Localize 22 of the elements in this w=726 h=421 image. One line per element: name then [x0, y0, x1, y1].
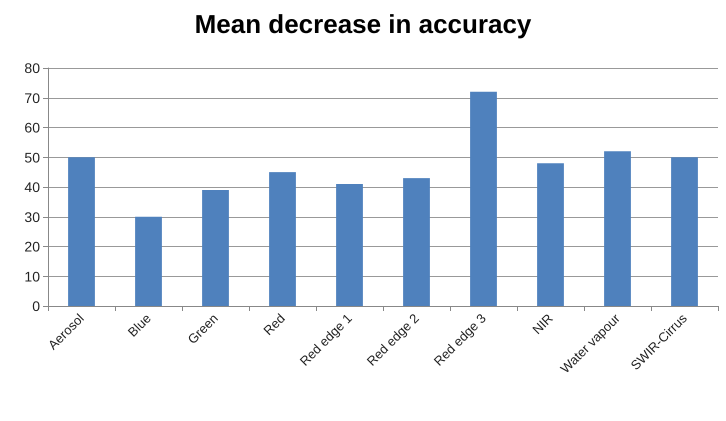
y-tick-label: 80 — [24, 60, 40, 76]
bar — [269, 172, 296, 306]
x-tick-label: NIR — [529, 310, 556, 338]
bar — [403, 178, 430, 306]
bar — [537, 163, 564, 306]
x-tick-label: Blue — [124, 310, 154, 340]
y-tick-label: 70 — [24, 90, 40, 106]
y-tick-label: 50 — [24, 149, 40, 166]
chart-title: Mean decrease in accuracy — [194, 9, 532, 39]
bar — [202, 190, 229, 306]
bar — [68, 157, 95, 306]
bar — [336, 184, 363, 306]
y-tick-label: 60 — [24, 120, 40, 136]
y-tick-label: 20 — [24, 238, 40, 254]
y-tick-label: 30 — [24, 208, 40, 225]
bar — [470, 92, 497, 306]
bar — [671, 157, 698, 306]
bar — [135, 216, 162, 306]
y-tick-label: 40 — [24, 179, 40, 195]
y-tick-label: 0 — [32, 298, 40, 314]
y-tick-label: 10 — [24, 268, 40, 284]
bar — [604, 151, 631, 306]
